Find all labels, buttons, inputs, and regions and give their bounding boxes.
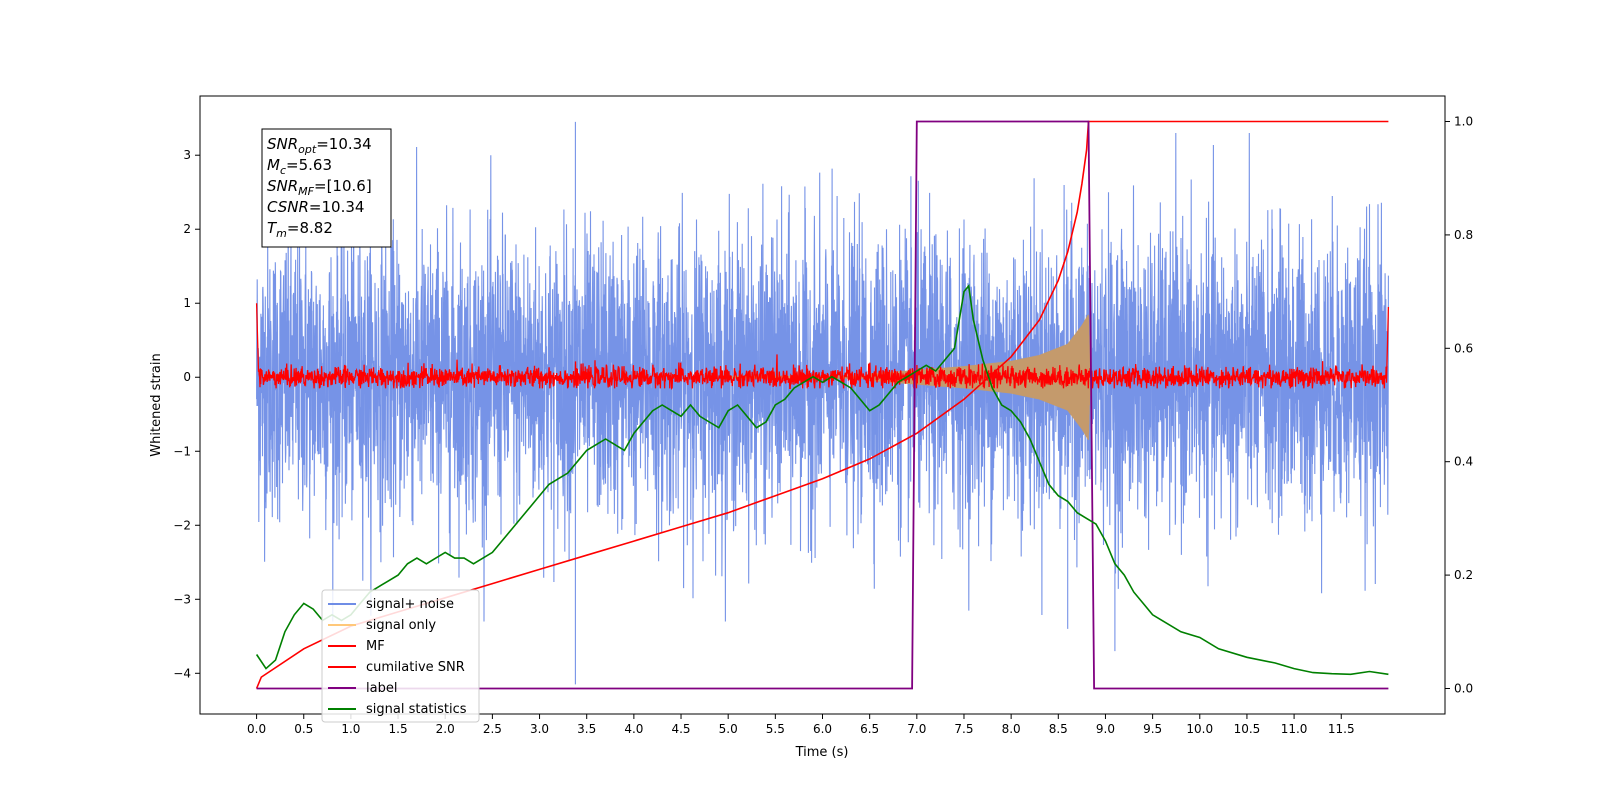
x-tick-label: 1.0 [341,722,360,736]
x-tick-label: 9.5 [1143,722,1162,736]
y-tick-label: −1 [173,444,191,458]
x-tick-label: 11.5 [1328,722,1355,736]
y-tick-label: 1 [183,296,191,310]
x-tick-label: 10.5 [1234,722,1261,736]
annotation-line: SNRMF=[10.6] [267,177,372,198]
legend-label: signal statistics [366,702,467,717]
legend-label: cumilative SNR [366,660,465,675]
annotation-frame [261,128,392,248]
x-tick-label: 3.5 [577,722,596,736]
y2-tick-label: 0.6 [1454,341,1473,355]
series-signal-noise [256,121,1389,685]
series-signal-statistics [255,283,1389,676]
annotation-line: Mc=5.63 [267,156,332,177]
x-axis-label: Time (s) [795,745,849,760]
x-tick-label: 7.5 [954,722,973,736]
y2-tick-label: 0.2 [1454,568,1473,582]
y2-tick-label: 0.8 [1454,228,1473,242]
legend[interactable]: signal+ noise signal only MF cumilative SNR… [321,589,480,723]
legend-label: signal only [366,618,436,633]
y2-tick-label: 0.0 [1454,681,1473,695]
y-tick-label: 3 [183,148,191,162]
legend-label: MF [366,639,385,654]
x-tick-label: 2.5 [483,722,502,736]
x-tick-label: 10.0 [1186,722,1213,736]
x-tick-label: 8.5 [1049,722,1068,736]
x-tick-label: 6.5 [860,722,879,736]
x-tick-label: 5.5 [766,722,785,736]
annotation-line: SNRopt=10.34 [267,135,372,156]
x-tick-label: 0.5 [294,722,313,736]
x-tick-label: 1.5 [389,722,408,736]
series-label [256,120,1389,690]
annotation-line: Tm=8.82 [267,219,333,240]
x-tick-label: 5.0 [719,722,738,736]
x-tick-label: 6.0 [813,722,832,736]
y-tick-label: −4 [173,666,191,680]
x-tick-label: 7.0 [907,722,926,736]
y-tick-label: 2 [183,222,191,236]
x-tick-label: 4.5 [671,722,690,736]
x-tick-label: 9.0 [1096,722,1115,736]
stats-annotation-box: SNRopt=10.34Mc=5.63SNRMF=[10.6]CSNR=10.3… [261,128,392,248]
y-tick-label: −2 [173,518,191,532]
legend-label: signal+ noise [366,597,454,612]
y-axis-label: Whitened strain [149,353,164,456]
series-mf [255,303,1390,391]
y-tick-label: 0 [183,370,191,384]
x-tick-label: 2.0 [436,722,455,736]
y2-tick-label: 0.4 [1454,455,1473,469]
x-tick-label: 8.0 [1002,722,1021,736]
legend-label: label [366,681,397,696]
y-tick-label: −3 [173,592,191,606]
x-tick-label: 11.0 [1281,722,1308,736]
annotation-line: CSNR=10.34 [267,198,364,216]
x-tick-label: 3.0 [530,722,549,736]
y2-tick-label: 1.0 [1454,115,1473,129]
x-tick-label: 0.0 [247,722,266,736]
x-tick-label: 4.0 [624,722,643,736]
legend-frame [321,589,480,723]
